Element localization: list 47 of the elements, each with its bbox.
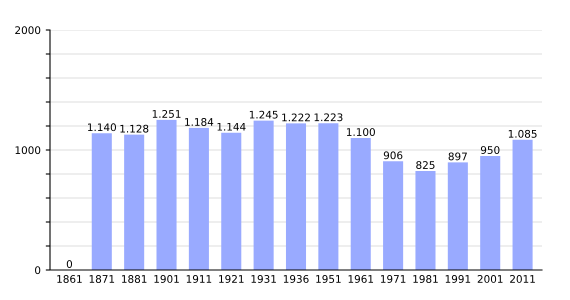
- bar: [188, 128, 209, 270]
- x-tick-label: 1881: [122, 275, 146, 283]
- bar: [221, 132, 242, 270]
- bar: [512, 140, 533, 270]
- x-tick-label: 1901: [154, 275, 179, 283]
- bar: [254, 120, 274, 270]
- x-tick-label: 1936: [284, 275, 309, 283]
- bar: [480, 156, 500, 270]
- data-label: 1.223: [314, 113, 342, 122]
- bar: [350, 138, 371, 270]
- bar: [415, 171, 436, 270]
- data-label: 950: [480, 146, 500, 154]
- data-label: 1.100: [346, 128, 375, 136]
- bar: [92, 133, 112, 270]
- x-tick-label: 2011: [510, 275, 535, 283]
- bar: [286, 123, 306, 270]
- bar: [124, 134, 144, 270]
- x-tick-label: 1981: [413, 275, 438, 283]
- x-tick-label: 1921: [219, 275, 244, 283]
- data-label: 1.140: [88, 123, 116, 132]
- bar: [448, 162, 468, 270]
- x-tick-label: 1911: [186, 275, 212, 283]
- x-tick-label: 1931: [252, 275, 276, 283]
- data-label: 1.245: [250, 110, 278, 119]
- x-tick-label: 1971: [380, 275, 406, 283]
- data-label: 1.222: [282, 113, 310, 122]
- x-tick-label: 1861: [57, 275, 82, 283]
- data-label: 897: [448, 152, 467, 160]
- data-label: 1.184: [185, 118, 214, 126]
- data-label: 1.085: [508, 130, 537, 138]
- data-label: 1.128: [120, 124, 148, 133]
- x-tick-label: 1991: [446, 275, 470, 283]
- x-tick-label: 1951: [316, 275, 341, 283]
- bar: [383, 161, 404, 270]
- data-label: 825: [416, 161, 435, 169]
- data-label: 906: [384, 151, 402, 160]
- y-tick-label: 1000: [16, 146, 40, 154]
- data-label: 0: [66, 260, 72, 268]
- data-label: 1.144: [217, 122, 246, 131]
- x-tick-label: 2001: [478, 275, 503, 283]
- bar: [156, 120, 177, 270]
- bar: [318, 123, 338, 270]
- y-tick-label: 0: [35, 266, 40, 274]
- y-tick-label: 2000: [15, 26, 40, 34]
- data-label: 1.251: [152, 110, 180, 118]
- x-tick-label: 1961: [348, 275, 374, 283]
- x-tick-label: 1871: [90, 275, 114, 283]
